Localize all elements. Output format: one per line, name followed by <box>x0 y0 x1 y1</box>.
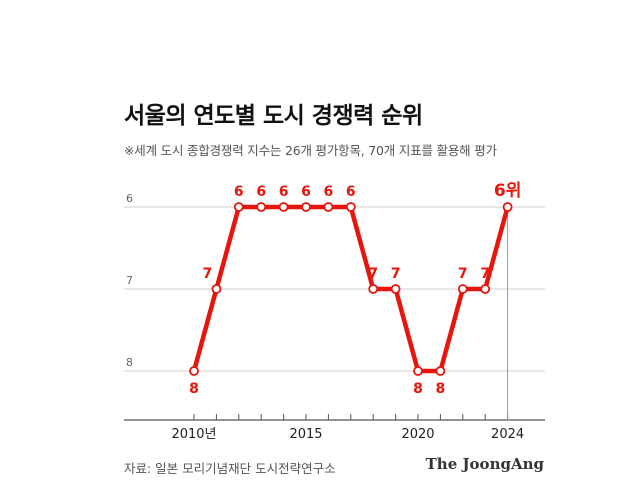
data-point <box>211 284 222 294</box>
data-label: 6 <box>346 184 356 200</box>
x-tick-label: 2015 <box>289 427 322 442</box>
data-label: 6 <box>324 184 334 200</box>
data-point <box>233 202 244 212</box>
x-tick-label: 2010년 <box>171 427 216 442</box>
data-point <box>278 202 289 212</box>
data-label: 7 <box>480 266 490 282</box>
y-tick-label: 8 <box>126 356 133 369</box>
data-label: 6 <box>301 184 311 200</box>
x-tick-label: 2020 <box>401 427 434 442</box>
data-label: 7 <box>203 266 213 282</box>
data-label-latest: 6위 <box>494 181 521 201</box>
data-label: 8 <box>436 381 446 397</box>
chart-subtitle: ※세계 도시 종합경쟁력 지수는 26개 평가항목, 70개 지표를 활용해 평… <box>124 143 497 158</box>
data-label: 7 <box>391 266 401 282</box>
chart-title: 서울의 연도별 도시 경쟁력 순위 <box>124 103 423 129</box>
y-tick-label: 7 <box>126 274 133 287</box>
data-label: 6 <box>279 184 289 200</box>
source-note: 자료: 일본 모리기념재단 도시전략연구소 <box>124 461 336 476</box>
data-label: 7 <box>458 266 468 282</box>
data-label: 7 <box>368 266 378 282</box>
data-point <box>480 284 491 294</box>
data-label: 8 <box>413 381 423 397</box>
y-tick-label: 6 <box>126 192 133 205</box>
data-label: 8 <box>189 381 199 397</box>
data-point <box>323 202 334 212</box>
data-point <box>189 366 199 376</box>
data-point <box>301 202 311 212</box>
data-point <box>345 202 356 212</box>
publisher-logo: The JoongAng <box>425 455 544 473</box>
data-point <box>435 366 446 376</box>
data-label: 6 <box>256 184 266 200</box>
data-point <box>256 202 267 212</box>
data-point <box>457 284 468 294</box>
data-label: 6 <box>234 184 244 200</box>
data-point <box>502 202 513 212</box>
x-tick-label: 2024 <box>491 427 524 442</box>
data-point <box>368 284 379 294</box>
data-point <box>390 284 401 294</box>
data-point <box>413 366 423 376</box>
